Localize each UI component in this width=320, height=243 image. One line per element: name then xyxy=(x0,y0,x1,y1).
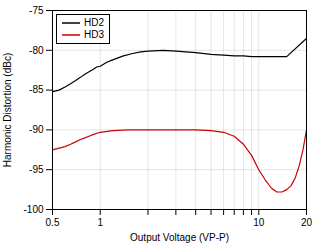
svg-text:0.5: 0.5 xyxy=(46,217,60,228)
svg-text:Harmonic Distortion (dBc): Harmonic Distortion (dBc) xyxy=(2,53,13,167)
svg-text:10: 10 xyxy=(253,217,265,228)
svg-text:Output Voltage (VP-P): Output Voltage (VP-P) xyxy=(130,232,229,243)
svg-text:1: 1 xyxy=(97,217,103,228)
html-text:HD3: HD3 xyxy=(84,29,104,40)
html-text:HD2: HD2 xyxy=(84,17,104,28)
svg-text:-80: -80 xyxy=(29,45,44,56)
svg-text:-85: -85 xyxy=(29,84,44,95)
svg-text:-75: -75 xyxy=(29,5,44,16)
svg-text:-95: -95 xyxy=(29,164,44,175)
svg-text:20: 20 xyxy=(301,217,313,228)
svg-text:-100: -100 xyxy=(23,204,43,215)
svg-text:-90: -90 xyxy=(29,124,44,135)
